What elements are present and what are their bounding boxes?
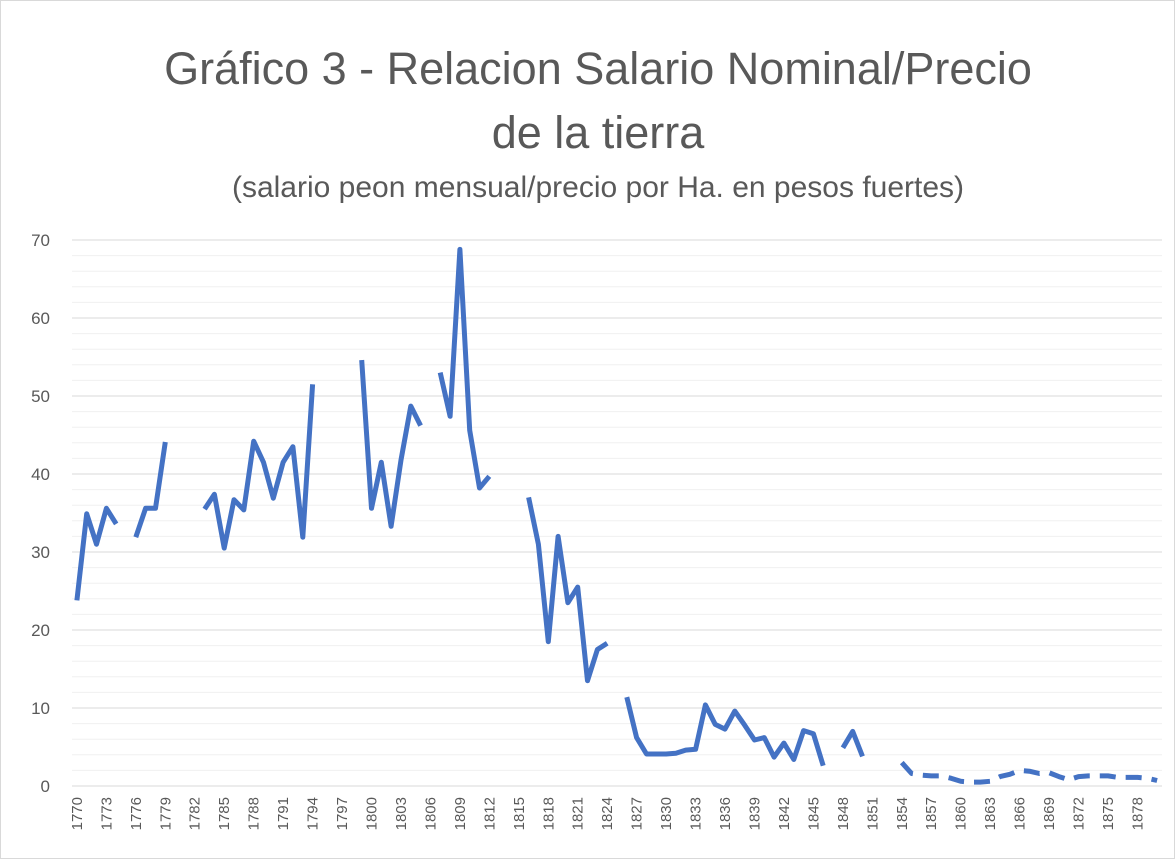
x-tick-label: 1872: [1071, 797, 1088, 830]
x-tick-label: 1833: [688, 797, 705, 830]
x-tick-label: 1863: [982, 797, 999, 830]
x-tick-label: 1791: [275, 797, 292, 830]
data-line: [74, 246, 865, 767]
x-tick-label: 1800: [364, 797, 381, 830]
chart-title: de la tierra: [492, 107, 706, 158]
y-tick-label: 0: [41, 777, 50, 796]
x-tick-label: 1842: [776, 797, 793, 830]
x-tick-label: 1830: [658, 797, 675, 830]
x-tick-label: 1869: [1041, 797, 1058, 830]
x-tick-label: 1803: [393, 797, 410, 830]
x-tick-label: 1824: [599, 797, 616, 830]
x-tick-label: 1785: [216, 797, 233, 830]
y-tick-label: 60: [31, 309, 50, 328]
chart-title: Gráfico 3 - Relacion Salario Nominal/Pre…: [164, 43, 1032, 94]
y-tick-label: 50: [31, 387, 50, 406]
x-tick-label: 1821: [570, 797, 587, 830]
x-tick-label: 1845: [805, 797, 822, 830]
x-tick-label: 1836: [717, 797, 734, 830]
y-tick-label: 10: [31, 699, 50, 718]
chart-subtitle: (salario peon mensual/precio por Ha. en …: [232, 171, 964, 204]
x-tick-label: 1809: [452, 797, 469, 830]
x-tick-label: 1857: [923, 797, 940, 830]
x-tick-label: 1797: [334, 797, 351, 830]
x-tick-label: 1806: [422, 797, 439, 830]
data-line: [899, 760, 1158, 785]
x-tick-label: 1818: [540, 797, 557, 830]
y-tick-label: 70: [31, 231, 50, 250]
x-tick-label: 1788: [246, 797, 263, 830]
x-tick-label: 1848: [835, 797, 852, 830]
x-tick-label: 1770: [69, 797, 86, 830]
x-tick-label: 1866: [1012, 797, 1029, 830]
x-tick-label: 1794: [305, 797, 322, 830]
y-tick-label: 40: [31, 465, 50, 484]
y-tick-label: 20: [31, 621, 50, 640]
x-tick-label: 1839: [746, 797, 763, 830]
x-tick-label: 1851: [864, 797, 881, 830]
x-tick-label: 1875: [1100, 797, 1117, 830]
x-tick-label: 1815: [511, 797, 528, 830]
x-tick-label: 1776: [128, 797, 145, 830]
x-tick-label: 1812: [481, 797, 498, 830]
x-tick-label: 1860: [953, 797, 970, 830]
x-tick-label: 1878: [1129, 797, 1146, 830]
y-tick-label: 30: [31, 543, 50, 562]
x-tick-label: 1773: [98, 797, 115, 830]
x-tick-label: 1779: [157, 797, 174, 830]
x-tick-label: 1827: [629, 797, 646, 830]
x-tick-label: 1854: [894, 797, 911, 830]
x-tick-label: 1782: [187, 797, 204, 830]
